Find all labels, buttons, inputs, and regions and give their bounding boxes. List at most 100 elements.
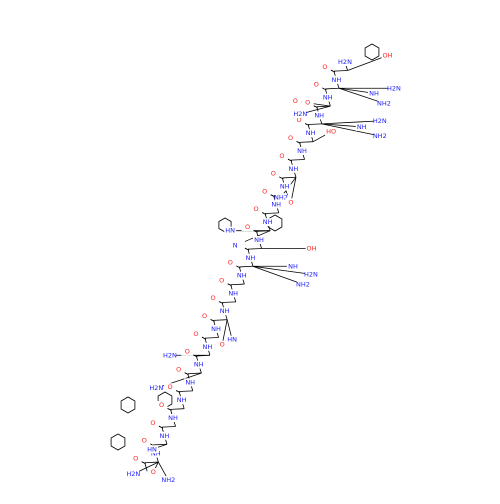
label-bg [373, 131, 386, 140]
atom-label: N [233, 242, 238, 250]
atom-label: NH [369, 89, 379, 97]
bond [312, 105, 331, 112]
atom-label: H2N [373, 117, 387, 125]
atom-label: H2N [149, 384, 163, 392]
atom-label: NH2 [296, 280, 310, 288]
atom-label: O [211, 294, 216, 302]
label-bg [175, 396, 188, 405]
atom-label: NH [177, 396, 187, 404]
bond [187, 372, 202, 375]
label-bg [129, 454, 142, 463]
atom-label: NH [306, 129, 316, 137]
label-bg [284, 198, 297, 207]
label-bg [274, 193, 287, 202]
bond [299, 141, 314, 143]
atom-label: NH [280, 183, 290, 191]
label-bg [373, 116, 386, 125]
label-bg [145, 445, 158, 454]
atom-label: H2N [304, 270, 318, 278]
label-bg [355, 122, 368, 131]
bond [161, 426, 176, 428]
atom-label: O [202, 312, 207, 320]
atom-label: O [245, 223, 250, 231]
bond [338, 87, 367, 98]
label-bg [325, 127, 338, 136]
bond [157, 443, 168, 448]
label-bg [286, 262, 299, 271]
atom-label: HN [227, 336, 237, 344]
bond [143, 461, 159, 470]
bond [333, 70, 348, 72]
atom-label: OH [307, 244, 317, 252]
bond [204, 337, 219, 339]
bond [179, 390, 193, 392]
atom-label: NH [160, 432, 170, 440]
label-bg [207, 294, 220, 303]
atom-label: H2N [338, 58, 352, 66]
atom-label: NH [246, 254, 256, 262]
atom-label: NH [185, 378, 195, 386]
bond [321, 123, 357, 132]
label-bg [149, 449, 162, 458]
label-bg [192, 360, 205, 369]
atom-label: NH [357, 123, 367, 131]
label-bg [155, 400, 168, 409]
bond [325, 87, 339, 90]
label-bg [215, 276, 228, 285]
atom-label: O [151, 468, 156, 476]
ring [110, 433, 126, 451]
bond [226, 319, 231, 332]
atom-label: O [133, 454, 138, 462]
atom-label: O [168, 383, 173, 391]
label-bg [294, 110, 307, 119]
atom-label: O [271, 170, 276, 178]
atom-label: O [279, 152, 284, 160]
label-bg [218, 307, 231, 316]
label-bg [270, 200, 283, 209]
label-bg [387, 84, 400, 93]
bond [312, 135, 325, 143]
bond [239, 265, 253, 268]
atom-label: NH [194, 361, 204, 369]
label-bg [162, 476, 175, 485]
bond [144, 462, 148, 472]
atom-label: NH [314, 111, 324, 119]
label-bg [224, 226, 237, 235]
label-bg [198, 311, 211, 320]
bond [308, 123, 322, 125]
atom-label: H2N [163, 351, 177, 359]
bond [316, 105, 331, 108]
atom-label: O [322, 63, 327, 71]
label-bg [296, 280, 309, 289]
label-bg [235, 271, 248, 280]
bond [247, 248, 262, 250]
atom-label: O [220, 341, 225, 349]
label-bg [229, 241, 242, 250]
bond [174, 372, 202, 383]
atom-label: OH [383, 51, 393, 59]
label-bg [163, 351, 176, 360]
label-bg [304, 270, 317, 279]
label-bg [172, 365, 185, 374]
bond [230, 283, 245, 286]
atom-label: NH [323, 94, 333, 102]
bond [321, 121, 357, 125]
atom-label: O [254, 205, 259, 213]
label-bg [189, 329, 202, 338]
label-bg [275, 151, 288, 160]
label-bg [210, 325, 222, 333]
label-bg [310, 80, 323, 89]
atom-label: NH2 [161, 476, 175, 484]
bond [153, 443, 167, 446]
bond [292, 177, 297, 193]
bond [155, 461, 159, 469]
label-bg [289, 97, 302, 106]
label-bg [227, 289, 240, 298]
label-bg [127, 470, 140, 479]
atom-label: HN [225, 227, 235, 235]
label-bg [167, 414, 179, 422]
atom-label: O [288, 134, 293, 142]
label-bg [138, 436, 151, 445]
label-bg [287, 164, 300, 173]
